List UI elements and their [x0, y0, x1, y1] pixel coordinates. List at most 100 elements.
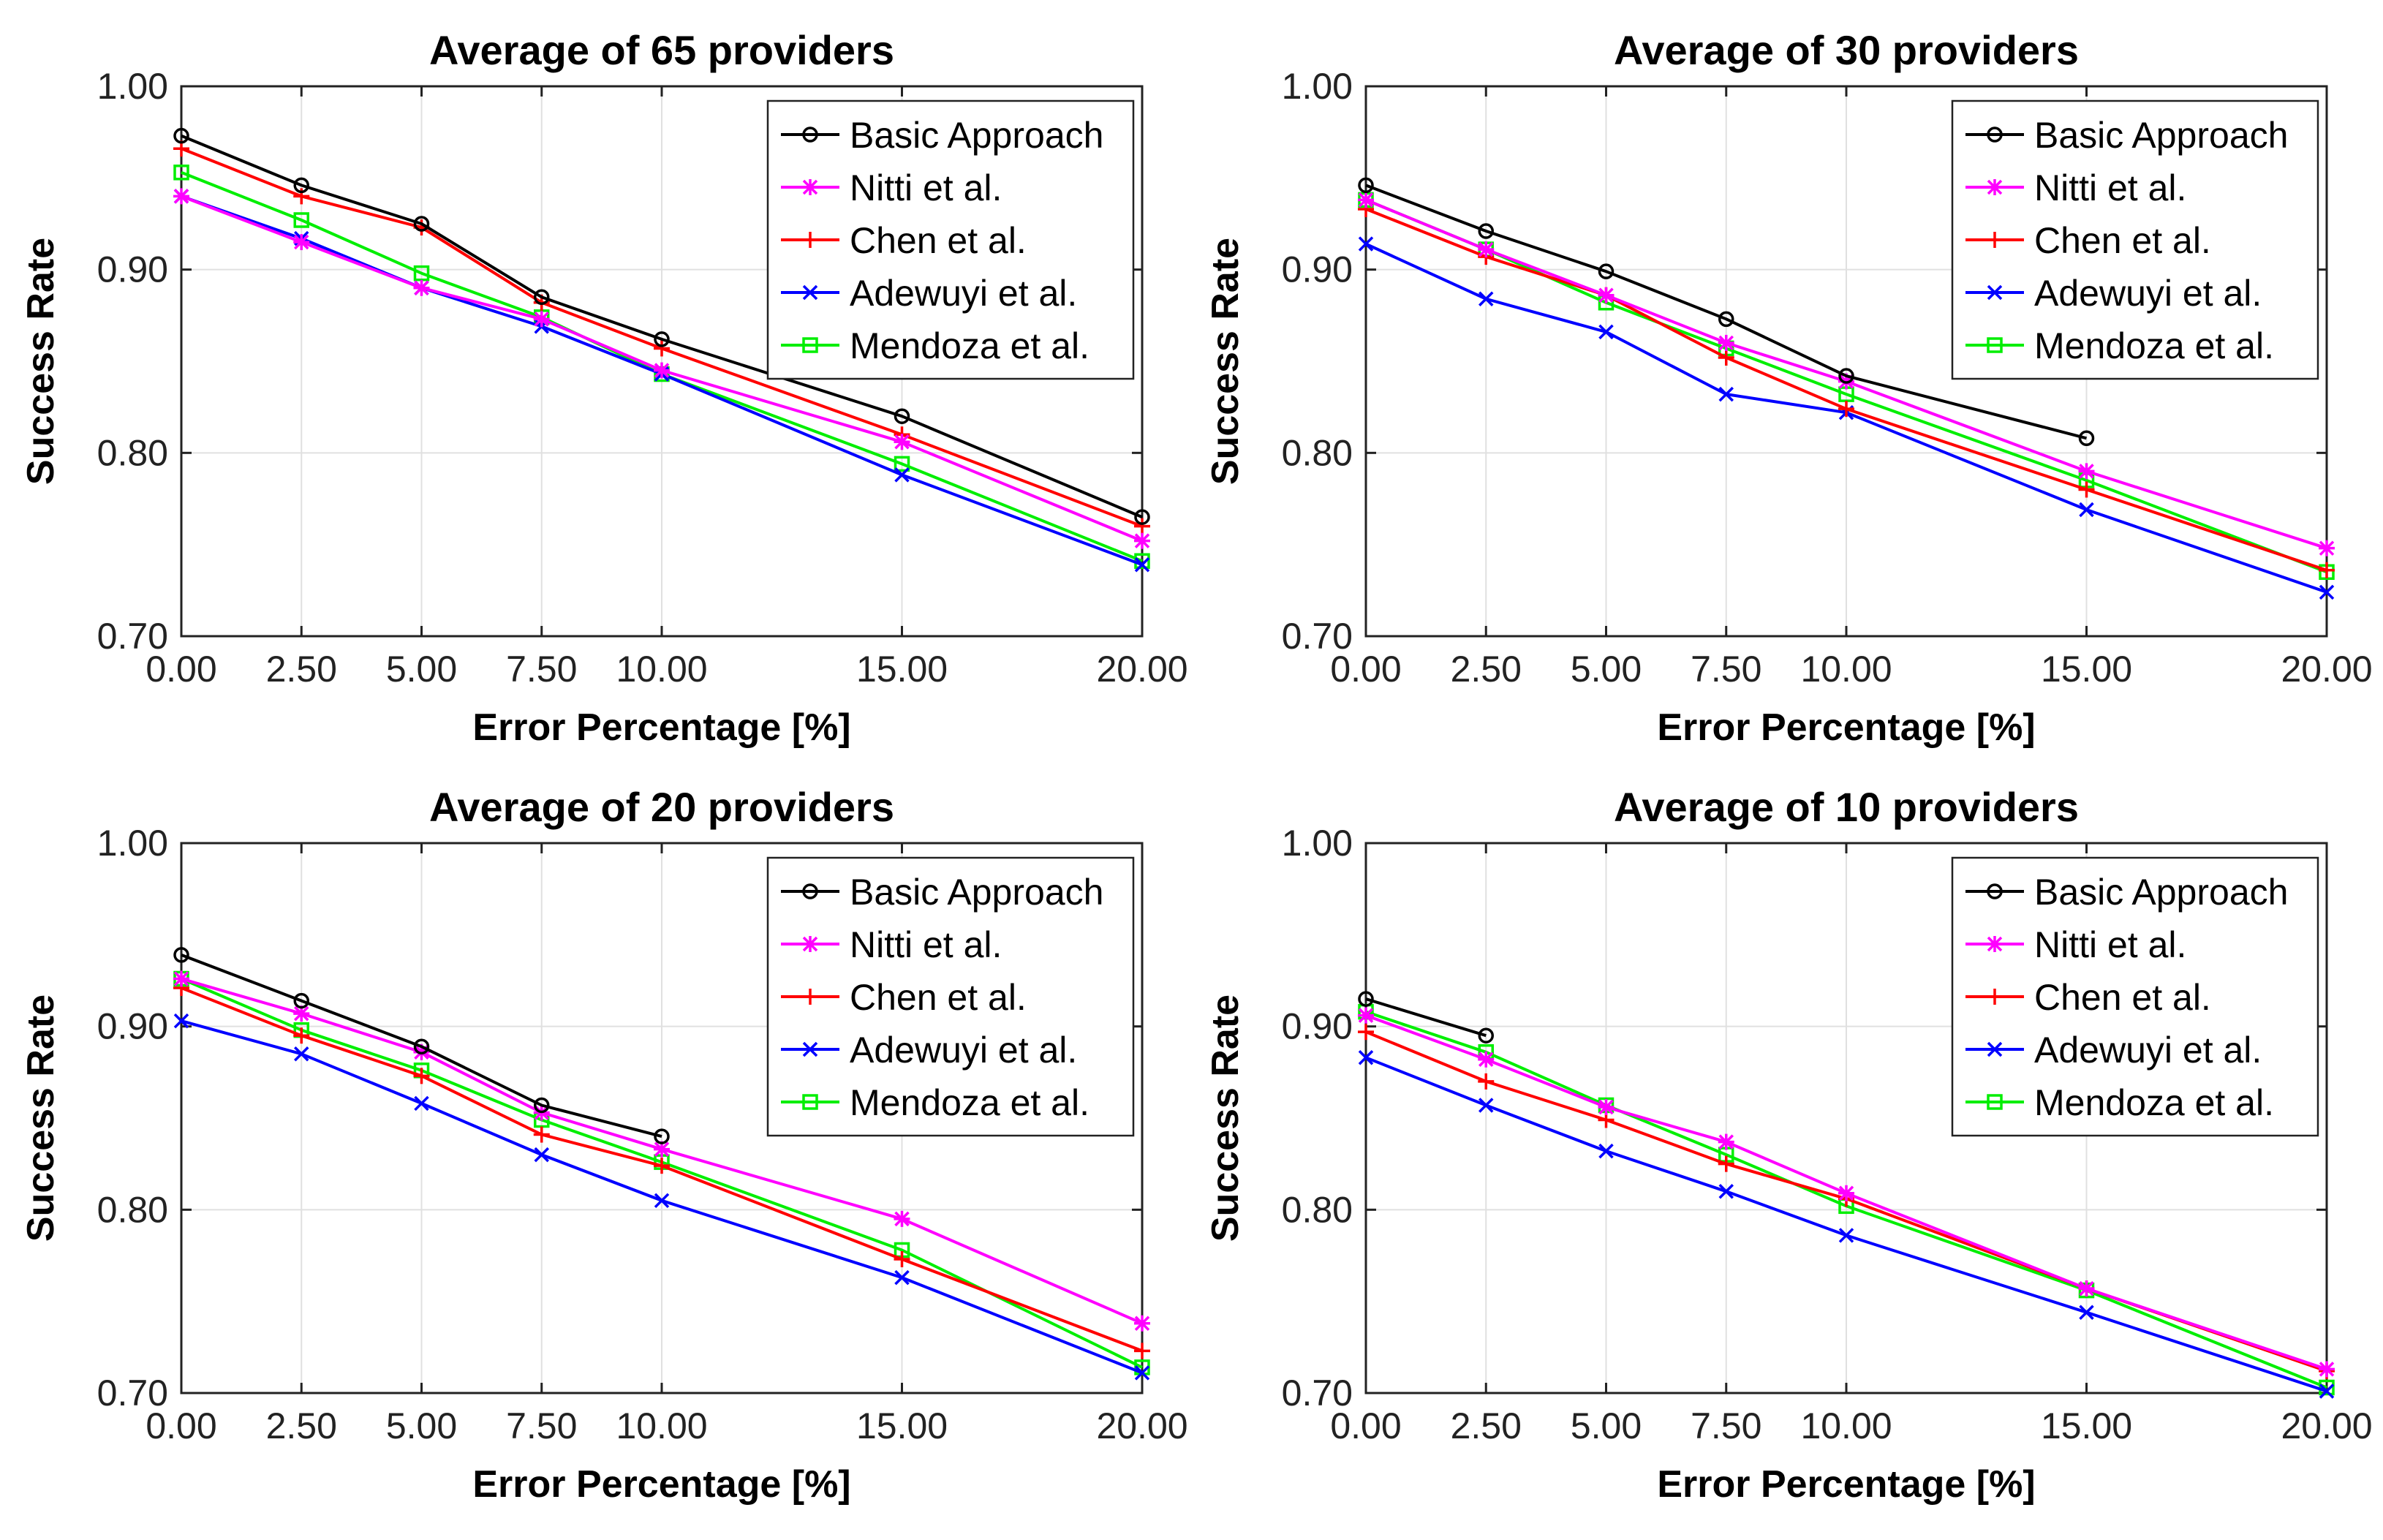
x-tick-label: 5.00 [1571, 1405, 1642, 1446]
legend-marker [1987, 883, 2003, 899]
chart-title: Average of 20 providers [429, 784, 894, 830]
legend-entry: Adewuyi et al. [781, 273, 1077, 314]
x-axis-label: Error Percentage [%] [1657, 1463, 2035, 1506]
legend-marker [1987, 179, 2003, 195]
data-point [1598, 263, 1615, 279]
data-point [413, 1038, 430, 1054]
data-point [2078, 481, 2095, 498]
data-point [1478, 1098, 1494, 1113]
data-point [654, 1128, 670, 1144]
legend-entry: Basic Approach [781, 115, 1103, 156]
legend-label: Nitti et al. [850, 167, 1002, 208]
series-nitti-et-al [1358, 1007, 2335, 1378]
data-point [1134, 1365, 1150, 1381]
y-tick-label: 0.80 [1282, 432, 1353, 473]
y-tick-label: 0.80 [97, 432, 168, 473]
legend-label: Chen et al. [2034, 220, 2211, 261]
data-point [894, 467, 910, 483]
legend-entry: Nitti et al. [1965, 924, 2186, 965]
y-tick-label: 1.00 [97, 66, 168, 107]
data-point [1358, 1024, 1374, 1041]
legend-marker [802, 936, 818, 952]
data-point [534, 289, 550, 306]
x-tick-label: 5.00 [386, 649, 457, 690]
data-point [293, 992, 309, 1009]
y-tick-label: 0.70 [97, 616, 168, 657]
data-point [173, 188, 189, 205]
legend-marker [802, 1041, 818, 1057]
legend-marker [1987, 1094, 2003, 1110]
x-tick-label: 0.00 [1330, 649, 1401, 690]
legend-label: Nitti et al. [850, 924, 1002, 965]
y-tick-label: 0.80 [1282, 1189, 1353, 1230]
legend-entry: Mendoza et al. [781, 325, 1089, 366]
data-point [1134, 509, 1150, 525]
legend-label: Chen et al. [850, 220, 1027, 261]
legend-marker [802, 1094, 818, 1110]
legend: Basic Approach Nitti et al. Chen et al. Ade… [1951, 856, 2319, 1137]
legend-label: Chen et al. [850, 977, 1027, 1018]
data-point [1718, 334, 1734, 351]
data-point [1134, 1343, 1150, 1359]
data-point [173, 1013, 189, 1029]
data-point [1134, 557, 1150, 573]
x-tick-label: 0.00 [146, 1405, 216, 1446]
data-point [1478, 241, 1495, 258]
data-point [2079, 1305, 2094, 1320]
y-tick-label: 0.70 [97, 1373, 168, 1413]
data-point [1718, 386, 1734, 402]
data-point [1358, 177, 1374, 194]
y-tick-label: 1.00 [1282, 66, 1353, 107]
data-point [894, 1210, 910, 1227]
data-point [1134, 1315, 1150, 1332]
data-point [1838, 1228, 1854, 1243]
x-tick-label: 10.00 [616, 1405, 707, 1446]
legend-marker [802, 179, 818, 195]
legend-marker [802, 232, 818, 248]
data-point [894, 456, 910, 472]
data-point [534, 1097, 550, 1114]
data-point [1598, 1143, 1614, 1159]
legend-entry: Nitti et al. [781, 924, 1002, 965]
legend-marker [1987, 127, 2003, 143]
x-tick-label: 2.50 [266, 649, 337, 690]
legend-entry: Basic Approach [1965, 115, 2288, 156]
series-line [181, 954, 662, 1139]
y-tick-label: 0.90 [1282, 1006, 1353, 1047]
legend-marker [1987, 232, 2003, 248]
series-nitti-et-al [173, 188, 1150, 549]
y-axis-label: Success Rate [1204, 994, 1247, 1242]
legend-label: Adewuyi et al. [2034, 273, 2262, 314]
data-point [1718, 1184, 1734, 1199]
legend-label: Adewuyi et al. [2034, 1030, 2262, 1071]
series-chen-et-al [173, 980, 1150, 1359]
x-tick-label: 15.00 [2041, 1405, 2132, 1446]
data-point [2078, 463, 2095, 480]
data-point [654, 1158, 670, 1174]
legend-entry: Chen et al. [1965, 220, 2211, 261]
data-point [2319, 562, 2335, 578]
y-tick-label: 1.00 [97, 823, 168, 864]
x-tick-label: 20.00 [1096, 649, 1187, 690]
data-point [2078, 1280, 2095, 1297]
x-tick-label: 15.00 [856, 1405, 948, 1446]
data-point [2319, 1361, 2335, 1378]
data-point [894, 434, 910, 450]
data-point [1358, 1050, 1374, 1065]
data-point [173, 127, 189, 144]
legend-label: Adewuyi et al. [850, 273, 1077, 314]
legend-marker [1987, 989, 2003, 1005]
legend-entry: Chen et al. [781, 977, 1027, 1018]
legend-entry: Adewuyi et al. [1965, 1030, 2262, 1071]
chart-panel-3: 0.00 2.50 5.00 7.50 10.00 15.00 20.00 0.70 0.80 0… [20, 784, 1188, 1506]
legend-marker [1987, 284, 2003, 301]
x-tick-label: 5.00 [386, 1405, 457, 1446]
series-basic-approach [173, 947, 670, 1144]
legend-label: Adewuyi et al. [850, 1030, 1077, 1071]
x-axis-label: Error Percentage [%] [1657, 706, 2035, 749]
x-tick-label: 7.50 [1691, 1405, 1761, 1446]
legend-label: Mendoza et al. [850, 325, 1089, 366]
series-basic-approach [1358, 177, 2095, 447]
data-point [894, 408, 910, 424]
